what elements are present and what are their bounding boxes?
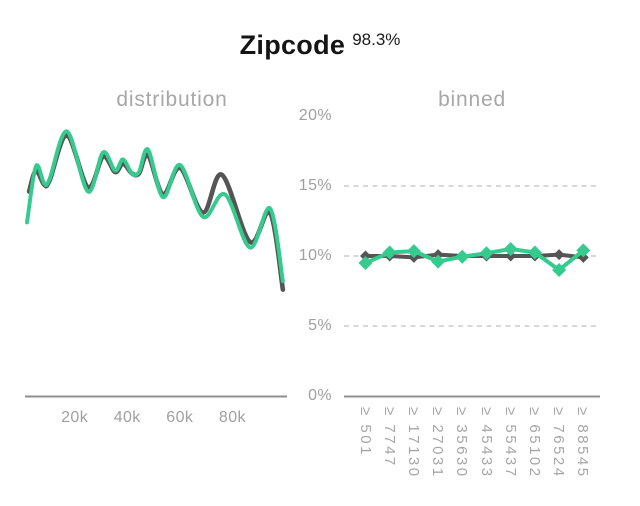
- bin-tick-2: ≥ 17130: [404, 407, 422, 479]
- y-tick-10: 10%: [298, 247, 332, 264]
- bin-tick-7: ≥ 65102: [525, 407, 543, 479]
- synthetic-marker-7: [527, 245, 542, 260]
- x-tick-40k: 40k: [113, 409, 141, 426]
- synthetic-marker-2: [406, 244, 421, 259]
- bin-tick-6: ≥ 55437: [501, 407, 519, 479]
- quality-score: 98.3%: [352, 30, 401, 49]
- x-tick-80k: 80k: [218, 409, 246, 426]
- synthetic-marker-4: [455, 249, 470, 264]
- synthetic-marker-9: [576, 243, 591, 258]
- real-distribution-line: [26, 133, 286, 292]
- synthetic-distribution-line: [25, 129, 285, 284]
- synthetic-marker-5: [479, 246, 494, 261]
- bin-tick-5: ≥ 45433: [477, 407, 495, 479]
- bin-tick-0: ≥ 501: [356, 407, 374, 457]
- y-tick-5: 5%: [308, 317, 332, 334]
- y-tick-15: 15%: [298, 177, 332, 194]
- bin-tick-8: ≥ 76524: [550, 407, 568, 479]
- synthetic-marker-1: [382, 245, 397, 260]
- bin-tick-4: ≥ 35630: [453, 407, 471, 479]
- column-name: Zipcode: [239, 30, 346, 60]
- synthetic-marker-0: [358, 256, 373, 270]
- bin-tick-1: ≥ 7747: [380, 407, 398, 468]
- bin-tick-9: ≥ 88545: [574, 407, 592, 479]
- real-marker-8: [553, 249, 565, 261]
- panel-label-distribution: distribution: [116, 88, 228, 111]
- y-tick-0: 0%: [308, 387, 332, 404]
- synthetic-marker-3: [431, 254, 446, 269]
- synthetic-binned-line: [364, 247, 585, 272]
- bin-tick-3: ≥ 27031: [429, 407, 447, 479]
- synthetic-marker-8: [552, 263, 567, 277]
- chart-title: Zipcode 98.3%: [0, 30, 640, 61]
- synthetic-marker-6: [503, 242, 518, 256]
- panel-label-binned: binned: [438, 88, 506, 111]
- x-tick-60k: 60k: [166, 409, 194, 426]
- y-tick-20: 20%: [298, 107, 332, 124]
- x-tick-20k: 20k: [61, 409, 89, 426]
